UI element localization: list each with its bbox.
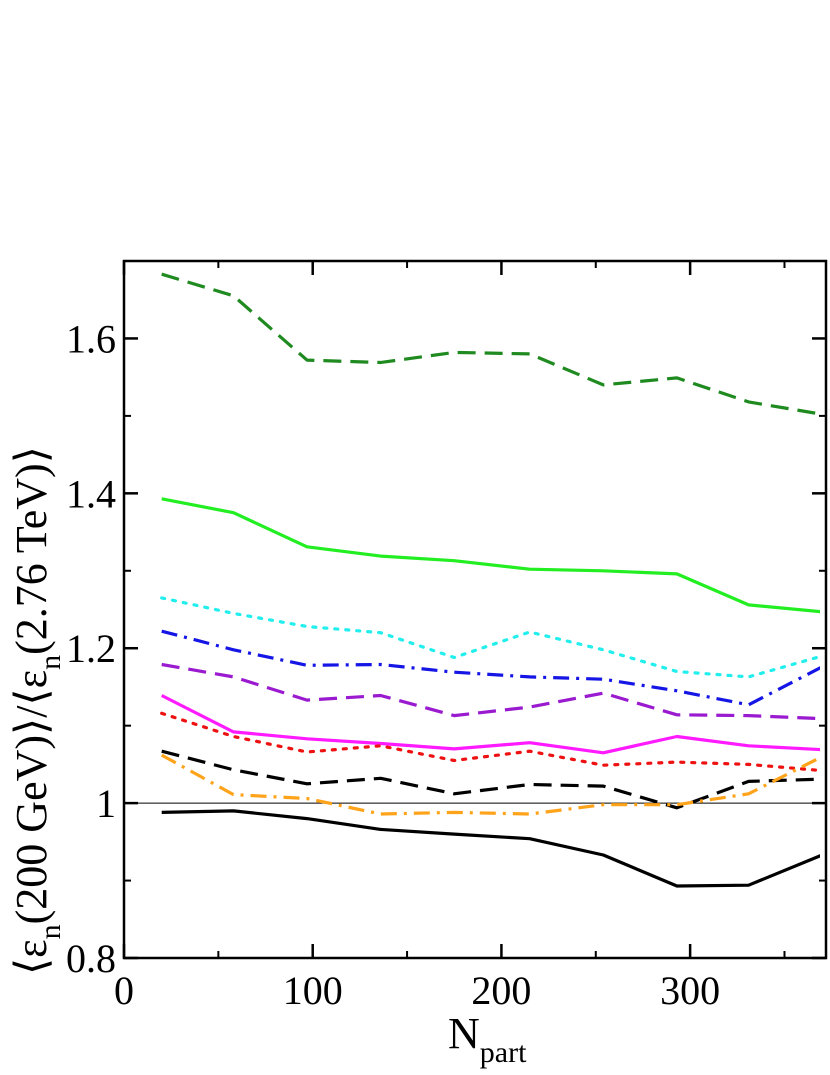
y-axis-title-tail: (2.76 TeV)⟩ [7, 446, 56, 655]
y-tick-label: 0.8 [66, 936, 116, 981]
series-layer [160, 272, 820, 888]
series-line-red-dotted [160, 711, 820, 773]
y-axis-title-sub1: n [34, 924, 67, 939]
series-line-cyan-dotted [160, 596, 820, 679]
series-line-blue-dashdot [161, 629, 820, 707]
series-line-black-solid [161, 809, 820, 888]
tick-labels: 0 100 200 300 0.8 1 1.2 1.4 1.6 [66, 316, 720, 1013]
x-axis-title-sub: part [480, 1036, 527, 1069]
x-tick-label: 0 [114, 968, 134, 1013]
y-axis-title-sub2: n [34, 655, 67, 670]
y-tick-label: 1.6 [66, 316, 116, 361]
series-line-purple-dashed [161, 662, 820, 721]
axis-ticks [122, 261, 826, 960]
x-axis-title-main: N [448, 1009, 480, 1058]
x-axis-title: Npart [448, 1009, 527, 1069]
y-axis-title-mid: (200 GeV)⟩/⟨ε [7, 670, 56, 924]
y-axis-title: ⟨εn(200 GeV)⟩/⟨εn(2.76 TeV)⟩ [7, 446, 67, 975]
x-tick-label: 100 [283, 968, 343, 1013]
y-axis-title-lead: ⟨ε [7, 939, 56, 975]
series-line-green-solid [161, 497, 820, 614]
series-line-magenta-solid [160, 694, 820, 755]
plot-frame [122, 259, 828, 960]
series-line-dark-green-dashed [161, 272, 820, 416]
series-line-orange-dashdot [160, 753, 820, 816]
y-tick-label: 1 [96, 781, 116, 826]
y-tick-label: 1.2 [66, 626, 116, 671]
x-tick-label: 300 [660, 968, 720, 1013]
x-tick-label: 200 [471, 968, 531, 1013]
y-tick-label: 1.4 [66, 471, 116, 516]
series-line-black-dashed [161, 749, 820, 810]
